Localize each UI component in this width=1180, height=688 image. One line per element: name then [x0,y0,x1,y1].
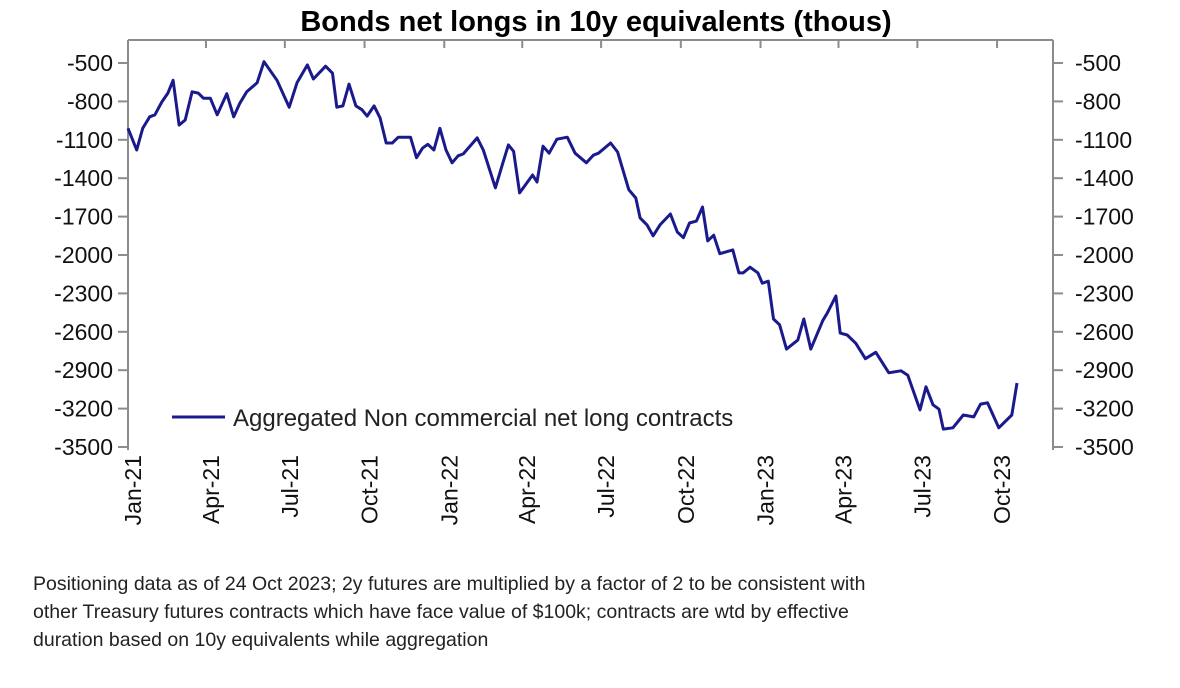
y-tick-label-left: -500 [67,50,113,76]
y-tick-label-right: -1400 [1075,165,1134,191]
y-tick-label-right: -500 [1075,50,1121,76]
legend: Aggregated Non commercial net long contr… [172,405,733,432]
y-tick-label-left: -2900 [54,357,113,383]
y-tick-label-right: -1100 [1075,127,1132,153]
legend-label: Aggregated Non commercial net long contr… [233,405,733,432]
x-tick-label: Jul-22 [593,455,619,518]
x-tick-label: Apr-21 [198,455,224,524]
y-tick-label-left: -3500 [54,434,113,460]
y-tick-label-right: -2300 [1075,280,1134,306]
y-tick-label-right: -2600 [1075,319,1134,345]
y-tick-label-left: -1400 [54,165,113,191]
y-tick-label-right: -800 [1075,88,1121,114]
chart-title: Bonds net longs in 10y equivalents (thou… [300,6,891,38]
y-tick-label-right: -3200 [1075,396,1134,422]
footnote-line: other Treasury futures contracts which h… [33,601,849,623]
x-tick-label: Apr-22 [514,455,540,524]
x-tick-label: Oct-22 [673,455,699,524]
y-tick-label-left: -1100 [56,127,113,153]
footnote-line: duration based on 10y equivalents while … [33,629,489,651]
y-tick-label-left: -2000 [54,242,113,268]
y-tick-label-left: -1700 [54,204,113,230]
series-line [126,60,1019,431]
y-tick-label-left: -3200 [54,396,113,422]
footnote-line: Positioning data as of 24 Oct 2023; 2y f… [33,573,866,595]
axes: -500 -500 -800 -800 -1100 -1100 -1400 -1400 -170… [54,39,1134,525]
chart: Bonds net longs in 10y equivalents (thou… [54,6,1134,525]
x-tick-label: Jan-21 [120,455,146,525]
x-tick-label: Jul-21 [277,455,303,518]
y-tick-label-right: -3500 [1075,434,1134,460]
x-tick-label: Apr-23 [831,455,857,524]
y-tick-label-left: -800 [67,88,113,114]
x-tick-label: Oct-21 [357,455,383,524]
x-tick-label: Jul-23 [909,455,935,518]
y-tick-label-left: -2300 [54,280,113,306]
x-tick-label: Jan-23 [753,455,779,525]
y-tick-label-right: -2900 [1075,357,1134,383]
y-tick-label-left: -2600 [54,319,113,345]
y-tick-label-right: -2000 [1075,242,1134,268]
y-tick-label-right: -1700 [1075,204,1134,230]
x-tick-label: Jan-22 [436,455,462,525]
series-layer [126,60,1019,431]
x-tick-label: Oct-23 [989,455,1015,524]
footnote: Positioning data as of 24 Oct 2023; 2y f… [33,570,1153,654]
